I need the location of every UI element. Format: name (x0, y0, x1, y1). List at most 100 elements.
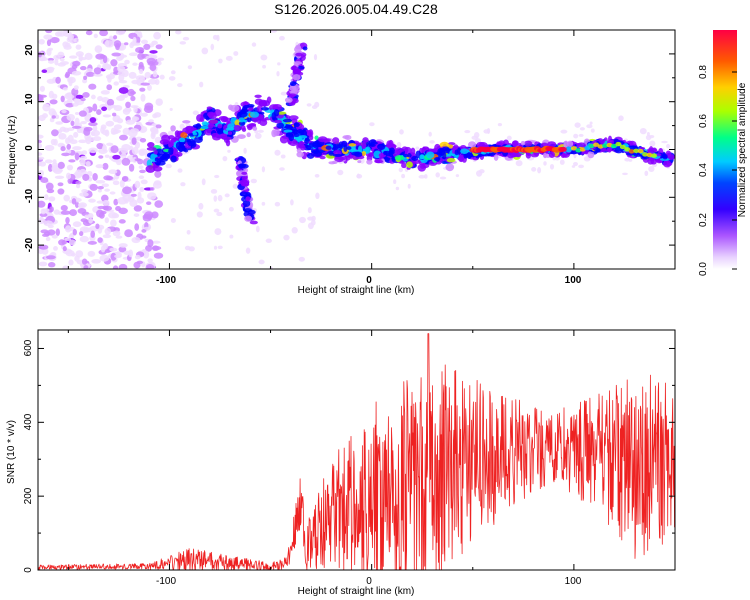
spectrogram-cell (217, 194, 223, 202)
spectrogram-cell (290, 199, 294, 206)
spectrogram-cell (254, 130, 259, 134)
spectrogram-cell (38, 156, 45, 160)
spectrogram-cell (199, 81, 204, 88)
spectrogram-cell (43, 231, 51, 236)
spectrogram-cell (57, 51, 65, 58)
spectrogram-cell (560, 129, 568, 134)
spectrogram-cell (228, 206, 234, 212)
spectrogram-cell (68, 239, 76, 246)
spectrogram-cell (38, 134, 44, 139)
spectrogram-cell (57, 161, 65, 170)
spectrogram-cell (637, 148, 644, 154)
spectrogram-cell (258, 259, 265, 265)
spectrogram-cell (153, 112, 162, 118)
spectrogram-cell (116, 118, 124, 124)
spectrogram-cell (149, 63, 157, 72)
spectrogram-cell (221, 136, 232, 141)
spectrogram-cell (104, 188, 110, 192)
spectrogram-cell (146, 146, 157, 151)
spectrogram-cell (73, 98, 82, 103)
spectrogram-cell (60, 204, 68, 212)
spectrogram-cell (543, 161, 547, 166)
spectrogram-cell (63, 194, 70, 202)
spectrogram-cell (338, 156, 347, 161)
spectrogram-cell (47, 60, 55, 64)
spectrogram-cell (158, 57, 165, 61)
spectrogram-cell (393, 179, 397, 184)
spectrogram-cell (208, 119, 219, 125)
spectrogram-cell (74, 152, 80, 161)
spectrogram-cell (284, 124, 294, 130)
spectrogram-cell (97, 237, 103, 243)
spectrogram-cell (167, 130, 174, 136)
spectrogram-cell (54, 114, 60, 120)
spectrogram-cell (73, 131, 79, 138)
spectrogram-cell (648, 134, 655, 139)
spectrogram-cell (418, 174, 426, 179)
spectrogram-cell (154, 157, 159, 162)
spectrogram-cell (144, 71, 151, 79)
spectrogram-cell (227, 149, 231, 153)
spectrogram-cell (112, 265, 119, 269)
spectrogram-cell (45, 182, 54, 191)
spectrogram-cell (357, 145, 363, 154)
spectrogram-cell (88, 121, 98, 127)
spectrogram-cell (252, 126, 258, 131)
spectrogram-cell (72, 228, 77, 236)
spectrogram-cell (457, 147, 462, 155)
snr-ytick-label: 600 (23, 339, 34, 356)
spectrogram-cell (139, 186, 145, 193)
spectrogram-cell (307, 207, 312, 214)
spectrogram-cell (77, 207, 87, 214)
spectrogram-cell (624, 157, 631, 162)
spectrogram-cell (207, 123, 214, 129)
spectrogram-cell (135, 47, 145, 54)
spectrogram-cell (602, 143, 608, 148)
spectrogram-cell (254, 132, 262, 139)
spectrogram-cell (216, 211, 223, 217)
spectrogram-cell (578, 164, 585, 169)
spectrogram-cell (140, 93, 146, 102)
spectrogram-cell (140, 82, 151, 86)
spectrogram-cell (116, 251, 121, 255)
spectrogram-cell (246, 132, 251, 138)
spectrogram-cell (38, 169, 45, 177)
spectrogram-cell (563, 140, 569, 149)
spectrogram-cell (91, 258, 102, 264)
spectrogram-cell (154, 200, 164, 208)
spectrogram-cell (110, 219, 117, 227)
spectrogram-cell (655, 153, 662, 157)
spectrogram-cell (285, 132, 294, 137)
spectrogram-cell (128, 71, 137, 79)
spectrogram-cell (93, 73, 103, 77)
spectrogram-cell (419, 154, 425, 160)
spectrogram-cell (109, 191, 116, 195)
spectrogram-cell (199, 116, 205, 123)
spectrogram-cell (125, 101, 131, 109)
spectrogram-panel: -100 0 100 -20 -10 0 10 20 Height of str… (7, 29, 676, 296)
spectrogram-cell (64, 237, 72, 242)
spectrogram-cell (247, 125, 253, 131)
spectrogram-cell (135, 36, 141, 44)
spectrogram-cell (531, 167, 537, 172)
spectrogram-cell (186, 229, 191, 235)
spectrogram-cell (362, 137, 369, 143)
spectrogram-cell (51, 234, 58, 239)
spectrogram-cell (291, 227, 298, 234)
spectrogram-cell (201, 47, 209, 55)
spectrogram-cell (170, 125, 176, 132)
spectrogram-cell (314, 101, 320, 108)
spectrogram-cell (140, 112, 148, 117)
spectrogram-cell (313, 53, 318, 61)
spectrogram-cell (138, 148, 148, 156)
spectrogram-cell (64, 73, 70, 79)
spectrogram-cell (270, 30, 277, 33)
spectrogram-cell (478, 169, 485, 174)
spectrogram-cell (299, 135, 308, 139)
spectrogram-cell (43, 103, 49, 107)
spec-xtick-label: 100 (565, 275, 582, 286)
spectrogram-cell (71, 70, 82, 76)
spectrogram-cell (200, 125, 209, 130)
spectrogram-cell (133, 205, 143, 212)
spectrogram-cell (69, 55, 78, 59)
